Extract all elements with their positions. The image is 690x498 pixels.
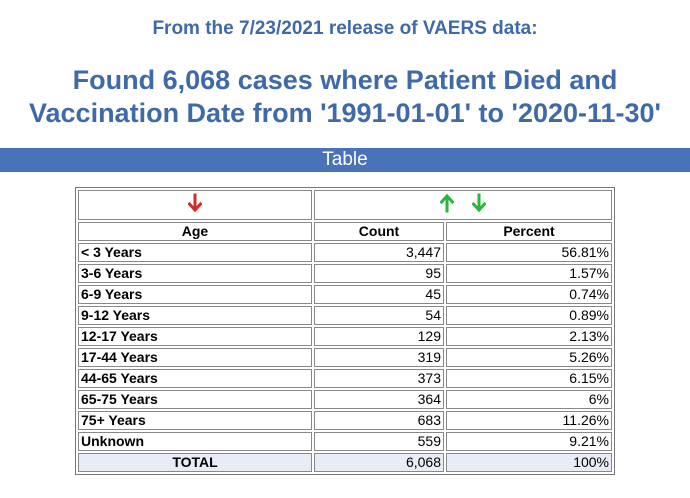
age-cell: 44-65 Years bbox=[78, 369, 312, 388]
count-cell: 559 bbox=[314, 432, 444, 451]
count-cell: 129 bbox=[314, 327, 444, 346]
count-cell: 319 bbox=[314, 348, 444, 367]
header-row: Age Count Percent bbox=[78, 222, 612, 241]
sort-down-green-icon[interactable] bbox=[471, 193, 487, 217]
total-row: TOTAL 6,068 100% bbox=[78, 453, 612, 472]
percent-cell: 0.89% bbox=[446, 306, 612, 325]
percent-cell: 56.81% bbox=[446, 243, 612, 262]
count-sort-cell bbox=[314, 190, 612, 220]
percent-cell: 11.26% bbox=[446, 411, 612, 430]
count-cell: 683 bbox=[314, 411, 444, 430]
percent-cell: 2.13% bbox=[446, 327, 612, 346]
percent-cell: 1.57% bbox=[446, 264, 612, 283]
results-table: Age Count Percent < 3 Years 3,447 56.81% 3-… bbox=[75, 187, 615, 475]
count-column-header: Count bbox=[314, 222, 444, 241]
age-cell: < 3 Years bbox=[78, 243, 312, 262]
sort-down-red-icon[interactable] bbox=[187, 193, 203, 217]
headline-line-1: Found 6,068 cases where Patient Died and bbox=[72, 65, 618, 95]
table-row: 65-75 Years 364 6% bbox=[78, 390, 612, 409]
table-row: Unknown 559 9.21% bbox=[78, 432, 612, 451]
percent-cell: 9.21% bbox=[446, 432, 612, 451]
count-cell: 3,447 bbox=[314, 243, 444, 262]
table-row: 44-65 Years 373 6.15% bbox=[78, 369, 612, 388]
table-row: 9-12 Years 54 0.89% bbox=[78, 306, 612, 325]
total-label: TOTAL bbox=[78, 453, 312, 472]
page-title: Found 6,068 cases where Patient Died and… bbox=[0, 64, 690, 130]
count-cell: 45 bbox=[314, 285, 444, 304]
total-percent: 100% bbox=[446, 453, 612, 472]
table-row: 3-6 Years 95 1.57% bbox=[78, 264, 612, 283]
count-cell: 95 bbox=[314, 264, 444, 283]
sort-row bbox=[78, 190, 612, 220]
age-cell: 65-75 Years bbox=[78, 390, 312, 409]
table-row: < 3 Years 3,447 56.81% bbox=[78, 243, 612, 262]
age-cell: 3-6 Years bbox=[78, 264, 312, 283]
table-row: 6-9 Years 45 0.74% bbox=[78, 285, 612, 304]
age-cell: 9-12 Years bbox=[78, 306, 312, 325]
age-sort-cell bbox=[78, 190, 312, 220]
table-row: 12-17 Years 129 2.13% bbox=[78, 327, 612, 346]
percent-cell: 6.15% bbox=[446, 369, 612, 388]
table-row: 17-44 Years 319 5.26% bbox=[78, 348, 612, 367]
headline-line-2: Vaccination Date from '1991-01-01' to '2… bbox=[29, 98, 661, 128]
percent-column-header: Percent bbox=[446, 222, 612, 241]
age-cell: 12-17 Years bbox=[78, 327, 312, 346]
total-count: 6,068 bbox=[314, 453, 444, 472]
release-subtitle: From the 7/23/2021 release of VAERS data… bbox=[152, 18, 538, 39]
percent-cell: 6% bbox=[446, 390, 612, 409]
age-cell: 75+ Years bbox=[78, 411, 312, 430]
percent-cell: 0.74% bbox=[446, 285, 612, 304]
count-cell: 373 bbox=[314, 369, 444, 388]
age-cell: 6-9 Years bbox=[78, 285, 312, 304]
section-bar: Table bbox=[0, 148, 690, 172]
age-cell: 17-44 Years bbox=[78, 348, 312, 367]
table-row: 75+ Years 683 11.26% bbox=[78, 411, 612, 430]
age-cell: Unknown bbox=[78, 432, 312, 451]
count-cell: 54 bbox=[314, 306, 444, 325]
count-cell: 364 bbox=[314, 390, 444, 409]
age-column-header: Age bbox=[78, 222, 312, 241]
sort-up-green-icon[interactable] bbox=[439, 193, 455, 217]
percent-cell: 5.26% bbox=[446, 348, 612, 367]
